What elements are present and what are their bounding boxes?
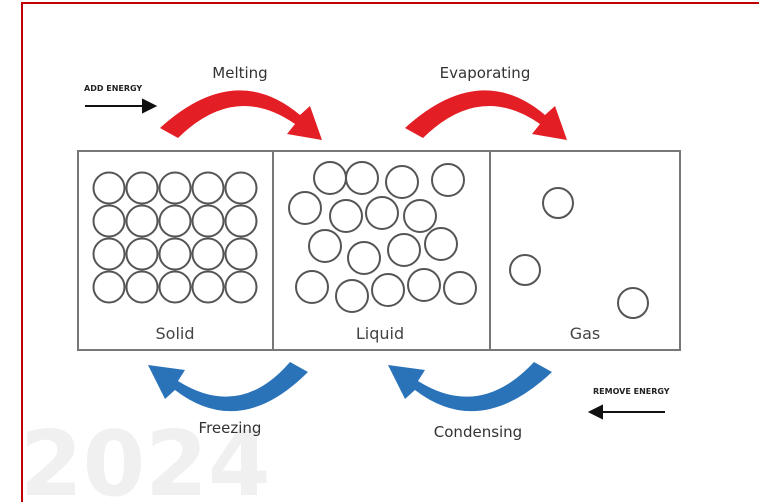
particle (127, 206, 158, 237)
particle (432, 164, 464, 196)
particle (127, 239, 158, 270)
particle (94, 173, 125, 204)
particle (226, 206, 257, 237)
condensing-label: Condensing (434, 423, 522, 441)
particle (193, 206, 224, 237)
particle (618, 288, 648, 318)
particle (330, 200, 362, 232)
melting-label: Melting (212, 64, 267, 82)
particle (366, 197, 398, 229)
particle (160, 173, 191, 204)
particle (226, 272, 257, 303)
diagram: 2024 ADD ENERGY REMOVE ENERGY Melting Ev… (0, 0, 759, 502)
particle (226, 173, 257, 204)
particle (160, 206, 191, 237)
particle (127, 173, 158, 204)
add-energy-label: ADD ENERGY (84, 84, 142, 93)
particle (296, 271, 328, 303)
particle (348, 242, 380, 274)
particle (226, 239, 257, 270)
state-label: Solid (156, 324, 195, 343)
particle (372, 274, 404, 306)
particle (160, 272, 191, 303)
particle (309, 230, 341, 262)
particle (193, 272, 224, 303)
particle (425, 228, 457, 260)
particle (289, 192, 321, 224)
particle (408, 269, 440, 301)
particle (346, 162, 378, 194)
particle (336, 280, 368, 312)
particle (510, 255, 540, 285)
particle (193, 239, 224, 270)
evaporating-label: Evaporating (440, 64, 531, 82)
state-label: Liquid (356, 324, 404, 343)
particle (314, 162, 346, 194)
particle (127, 272, 158, 303)
particle (543, 188, 573, 218)
particle (388, 234, 420, 266)
particle (160, 239, 191, 270)
particle (94, 272, 125, 303)
particle (193, 173, 224, 204)
freezing-label: Freezing (199, 419, 262, 437)
particle (404, 200, 436, 232)
particle (386, 166, 418, 198)
particle (444, 272, 476, 304)
state-label: Gas (570, 324, 601, 343)
particle (94, 239, 125, 270)
particle (94, 206, 125, 237)
remove-energy-label: REMOVE ENERGY (593, 387, 670, 396)
